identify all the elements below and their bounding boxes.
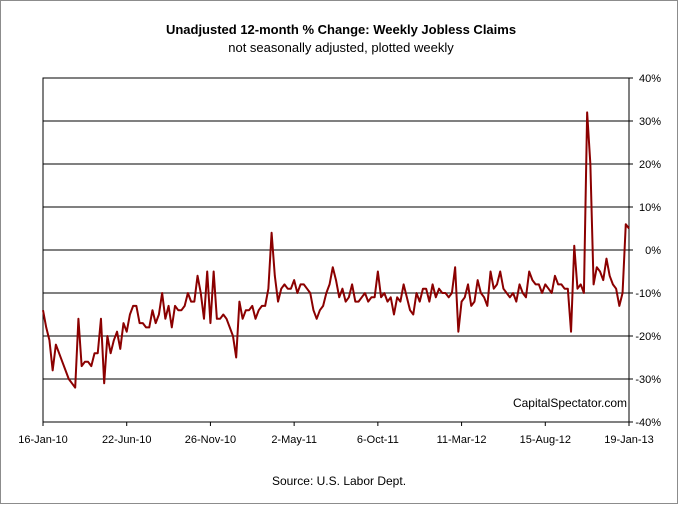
y-tick-label: 40% <box>639 73 661 85</box>
y-tick-label: 30% <box>639 116 661 128</box>
y-tick-label: -30% <box>635 374 661 386</box>
x-tick-label: 26-Nov-10 <box>185 434 236 446</box>
y-tick-label: 0% <box>645 245 661 257</box>
source-note: Source: U.S. Labor Dept. <box>272 474 406 488</box>
gridlines <box>43 120 629 380</box>
y-tick-label: -20% <box>635 331 661 343</box>
y-tick-label: -10% <box>635 288 661 300</box>
chart-subtitle: not seasonally adjusted, plotted weekly <box>228 40 454 55</box>
y-tick-label: 10% <box>639 202 661 214</box>
x-axis-ticks: 16-Jan-10 22-Jun-10 26-Nov-10 2-May-11 6-Oct… <box>18 422 654 446</box>
x-tick-label: 22-Jun-10 <box>102 434 152 446</box>
x-tick-label: 15-Aug-12 <box>520 434 571 446</box>
x-tick-label: 11-Mar-12 <box>437 434 487 446</box>
y-tick-label: -40% <box>635 417 661 429</box>
watermark-text: CapitalSpectator.com <box>513 396 627 410</box>
x-tick-label: 6-Oct-11 <box>357 434 399 446</box>
x-tick-label: 19-Jan-13 <box>604 434 654 446</box>
x-tick-label: 2-May-11 <box>271 434 317 446</box>
x-tick-label: 16-Jan-10 <box>18 434 68 446</box>
y-tick-label: 20% <box>639 159 661 171</box>
chart-title: Unadjusted 12-month % Change: Weekly Job… <box>166 22 516 37</box>
series-line-jobless-claims <box>42 111 630 389</box>
y-axis-ticks: 40% 30% 20% 10% 0% -10% -20% -30% -40% <box>629 73 661 429</box>
